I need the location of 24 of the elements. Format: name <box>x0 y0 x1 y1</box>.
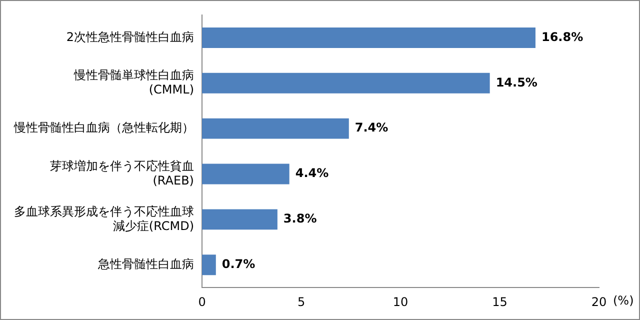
x-tick-label: 10 <box>392 294 408 309</box>
y-tick-label: 芽球増加を伴う不応性貧血(RAEB) <box>50 158 194 188</box>
x-tick-label: 0 <box>198 294 206 309</box>
y-tick-label: 2次性急性骨髄性白血病 <box>66 30 194 44</box>
x-axis-title: (%) <box>613 294 634 308</box>
data-label: 14.5% <box>496 75 538 90</box>
bar <box>202 164 290 184</box>
y-tick-label: 慢性骨髄性白血病（急性転化期） <box>13 120 194 135</box>
data-label: 0.7% <box>222 257 256 272</box>
bar <box>202 118 349 139</box>
bar <box>202 209 278 230</box>
bar <box>202 27 536 48</box>
x-tick-label: 20 <box>591 294 607 309</box>
y-tick-label: 慢性骨髄単球性白血病(CMML) <box>73 68 194 96</box>
data-label: 4.4% <box>295 166 329 180</box>
x-tick-label: 15 <box>492 294 508 309</box>
y-tick-label: 多血球系異形成を伴う不応性血球減少症(RCMD) <box>14 204 194 233</box>
data-label: 3.8% <box>283 212 317 226</box>
y-tick-label: 急性骨髄性白血病 <box>97 257 194 272</box>
data-label: 16.8% <box>541 30 584 44</box>
bar <box>202 254 216 276</box>
x-tick-label: 5 <box>297 294 306 309</box>
data-label: 7.4% <box>354 120 388 135</box>
bar <box>202 72 490 94</box>
